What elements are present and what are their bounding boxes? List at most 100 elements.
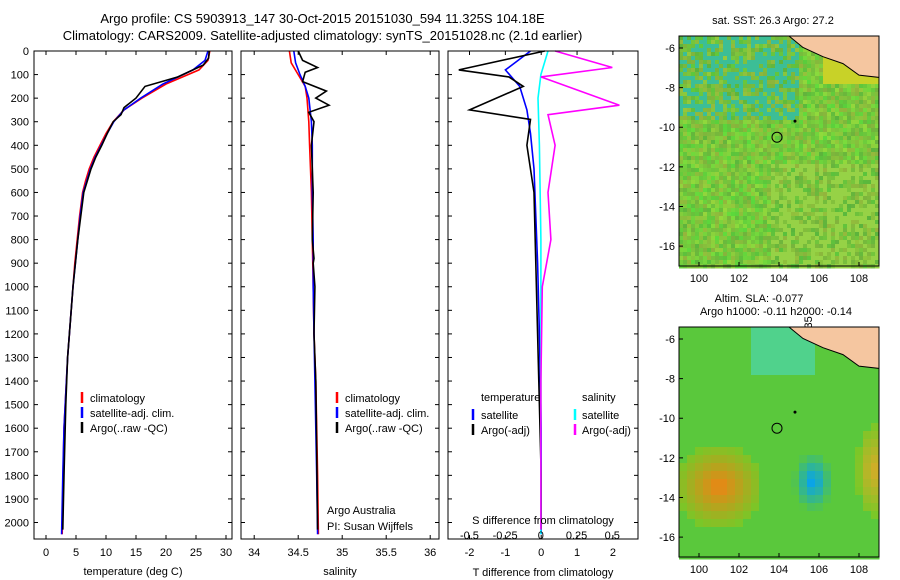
map-cell [731, 112, 736, 117]
map-cell [763, 260, 768, 265]
map-cell [703, 52, 708, 57]
map-cell [863, 188, 868, 193]
map-cell [711, 535, 720, 544]
map-cell [751, 44, 756, 49]
map-cell [679, 112, 684, 117]
map-cell [807, 64, 812, 69]
map-cell [687, 48, 692, 53]
map-cell [803, 180, 808, 185]
map-cell [683, 160, 688, 165]
map-cell [751, 176, 756, 181]
map-cell [783, 132, 788, 137]
map-cell [703, 192, 708, 197]
map-cell [863, 463, 872, 472]
map-cell [687, 164, 692, 169]
map-cell [775, 479, 784, 488]
map-cell [827, 152, 832, 157]
map-cell [707, 216, 712, 221]
map-cell [871, 144, 876, 149]
map-cell [787, 100, 792, 105]
map-cell [823, 204, 828, 209]
map-cell [751, 399, 760, 408]
map-cell [843, 120, 848, 125]
map-cell [747, 172, 752, 177]
map-cell [711, 132, 716, 137]
map-cell [679, 260, 684, 265]
map-cell [759, 220, 764, 225]
map-cell [755, 184, 760, 189]
map-cell [707, 236, 712, 241]
map-cell [703, 168, 708, 173]
map-cell [723, 200, 728, 205]
map-cell [851, 172, 856, 177]
map-cell [683, 40, 688, 45]
map-cell [739, 124, 744, 129]
map-cell [867, 220, 872, 225]
map-cell [843, 124, 848, 129]
map-cell [735, 423, 744, 432]
map-cell [715, 224, 720, 229]
map-cell [871, 160, 876, 165]
map-cell [855, 463, 864, 472]
map-cell [719, 256, 724, 261]
map-cell [779, 164, 784, 169]
map-cell [783, 479, 792, 488]
map-cell [787, 164, 792, 169]
map-cell [783, 543, 792, 552]
map-cell [739, 232, 744, 237]
map-cell [691, 84, 696, 89]
map-cell [703, 511, 712, 520]
map-cell [859, 256, 864, 261]
map-cell [847, 439, 856, 448]
map-cell [859, 236, 864, 241]
map-cell [723, 216, 728, 221]
map-cell [679, 44, 684, 49]
map-cell [699, 228, 704, 233]
map-cell [751, 232, 756, 237]
map-cell [763, 216, 768, 221]
map-cell [847, 236, 852, 241]
map-cell [687, 439, 696, 448]
map-cell [775, 503, 784, 512]
map-cell [695, 431, 704, 440]
map-cell [775, 192, 780, 197]
map-cell [683, 52, 688, 57]
text-layer: 0100200300400500600700800900100011001200… [5, 15, 869, 579]
map-cell [727, 196, 732, 201]
map-cell [831, 415, 840, 424]
map-cell [751, 260, 756, 265]
map-cell [863, 256, 868, 261]
map-cell [787, 88, 792, 93]
map-cell [703, 196, 708, 201]
map-cell [687, 76, 692, 81]
map-cell [799, 431, 808, 440]
map-cell [851, 232, 856, 237]
map-cell [875, 232, 880, 237]
x-tick-label: 5 [73, 547, 79, 559]
map-cell [851, 208, 856, 213]
map-cell [719, 447, 728, 456]
map-cell [823, 168, 828, 173]
map-cell [687, 391, 696, 400]
map-cell [815, 351, 824, 360]
map-cell [731, 76, 736, 81]
map-cell [763, 140, 768, 145]
map-cell [839, 407, 848, 416]
map-cell [715, 116, 720, 121]
map-cell [763, 156, 768, 161]
map-cell [863, 527, 872, 536]
map-cell [859, 204, 864, 209]
map-cell [767, 124, 772, 129]
depth-tick-label: 1900 [5, 494, 29, 506]
s-tick-label: 0.25 [566, 530, 587, 542]
map-cell [867, 88, 872, 93]
map-cell [847, 104, 852, 109]
map-cell [839, 463, 848, 472]
map-cell [711, 192, 716, 197]
map-cell [855, 148, 860, 153]
map-cell [871, 136, 876, 141]
map-cell [859, 232, 864, 237]
map-cell [867, 204, 872, 209]
map-cell [835, 104, 840, 109]
map-cell [703, 391, 712, 400]
